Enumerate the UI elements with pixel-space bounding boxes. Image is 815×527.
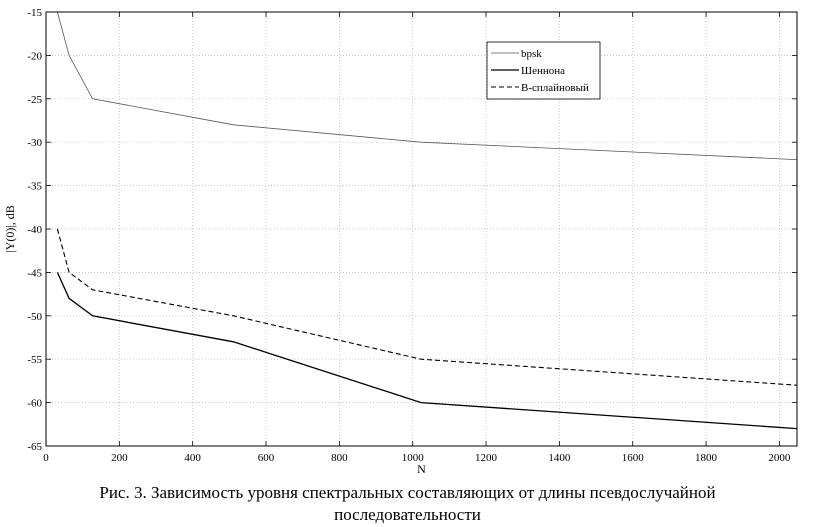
- x-tick-label: 1000: [402, 452, 425, 464]
- legend-label-3: B-сплайновый: [521, 82, 589, 94]
- x-tick-label: 1600: [622, 452, 645, 464]
- x-tick-label: 200: [111, 452, 128, 464]
- axis-ticks: 0 200 400 600 800 1000 1200 1400 1600 1800 2000 -15…: [27, 7, 797, 464]
- series-line-3: [56, 228, 797, 386]
- y-tick-label: -35: [27, 181, 42, 193]
- chart: 0 200 400 600 800 1000 1200 1400 1600 1800 2000 -15…: [3, 7, 798, 476]
- x-tick-label: 0: [43, 452, 49, 464]
- y-tick-label: -25: [27, 94, 42, 106]
- legend: bpsk Шеннона B-сплайновый: [486, 41, 601, 100]
- y-tick-label: -45: [27, 267, 42, 279]
- x-tick-label: 2000: [768, 452, 791, 464]
- x-tick-label: 1400: [548, 452, 571, 464]
- x-tick-label: 800: [331, 452, 348, 464]
- x-tick-label: 400: [184, 452, 201, 464]
- x-tick-label: 1200: [475, 452, 498, 464]
- x-tick-label: 600: [258, 452, 275, 464]
- caption-line-1: Рис. 3. Зависимость уровня спектральных …: [99, 483, 716, 502]
- x-tick-label: 1800: [695, 452, 718, 464]
- y-tick-label: -50: [27, 311, 42, 323]
- grid: [46, 12, 797, 446]
- y-tick-label: -30: [27, 137, 42, 149]
- y-tick-label: -40: [27, 224, 42, 236]
- y-tick-label: -15: [27, 7, 42, 19]
- series-lines: [56, 11, 797, 430]
- legend-label-1: bpsk: [521, 48, 542, 60]
- series-line-2: [56, 272, 797, 430]
- x-axis-label: N: [417, 462, 426, 476]
- y-axis-label: |Y(0)|, dB: [3, 205, 17, 252]
- y-tick-label: -55: [27, 354, 42, 366]
- legend-label-2: Шеннона: [521, 65, 565, 77]
- figure-caption: Рис. 3. Зависимость уровня спектральных …: [0, 482, 815, 526]
- caption-line-2: последовательности: [334, 505, 481, 524]
- y-tick-label: -65: [27, 441, 42, 453]
- series-line-1: [57, 11, 797, 160]
- y-tick-label: -60: [27, 398, 42, 410]
- y-tick-label: -20: [27, 50, 42, 62]
